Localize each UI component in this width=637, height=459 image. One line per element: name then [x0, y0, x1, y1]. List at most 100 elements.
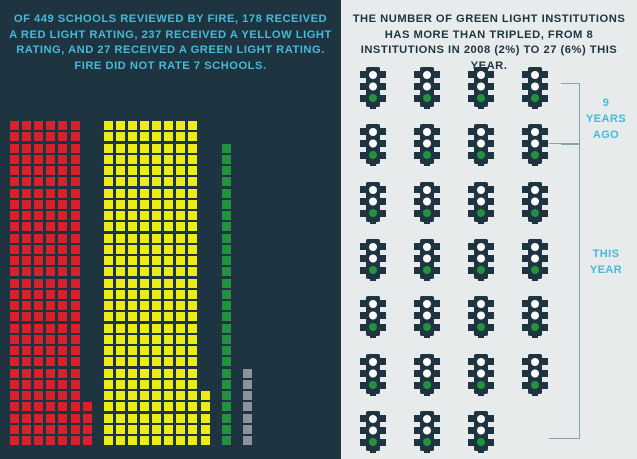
waffle-square-red: [22, 121, 32, 130]
waffle-square-yellow: [188, 211, 198, 220]
waffle-square-yellow: [103, 301, 113, 310]
waffle-square-red: [46, 267, 56, 277]
waffle-square-red: [58, 121, 68, 130]
traffic-light-icon: [360, 296, 386, 339]
waffle-square-yellow: [127, 222, 137, 232]
waffle-square-yellow: [188, 402, 198, 412]
waffle-square-yellow: [127, 289, 137, 299]
waffle-square-yellow: [140, 402, 149, 412]
waffle-square-red: [46, 357, 56, 367]
waffle-square-green: [221, 368, 231, 378]
this-year-label: THIS YEAR: [589, 248, 623, 276]
waffle-square-yellow: [164, 211, 174, 220]
waffle-square-red: [46, 166, 56, 175]
waffle-square-yellow: [176, 301, 186, 310]
waffle-square-yellow: [140, 278, 149, 288]
waffle-square-red: [22, 436, 32, 445]
waffle-square-red: [34, 121, 44, 130]
traffic-light-icon: [522, 296, 548, 339]
waffle-square-red: [46, 256, 56, 265]
waffle-square-red: [22, 323, 32, 333]
waffle-square-red: [10, 211, 19, 220]
waffle-square-red: [58, 436, 68, 445]
pictogram-caption: THE NUMBER OF GREEN LIGHT INSTITUTIONS H…: [352, 13, 626, 72]
waffle-square-yellow: [188, 188, 198, 198]
waffle-square-yellow: [103, 312, 113, 322]
waffle-square-yellow: [176, 436, 186, 445]
waffle-square-red: [58, 312, 68, 322]
nine-years-ago-number: 9: [602, 97, 610, 109]
waffle-square-red: [34, 154, 44, 164]
waffle-square-yellow: [103, 154, 113, 164]
waffle-square-not_rated: [242, 424, 252, 434]
waffle-square-red: [70, 391, 80, 400]
waffle-square-green: [221, 244, 231, 254]
waffle-square-green: [221, 143, 231, 153]
waffle-square-red: [10, 199, 19, 209]
waffle-square-red: [70, 402, 80, 412]
waffle-square-red: [34, 244, 44, 254]
traffic-light-icon: [360, 181, 386, 224]
waffle-square-yellow: [127, 424, 137, 434]
waffle-square-yellow: [188, 323, 198, 333]
waffle-square-yellow: [127, 121, 137, 130]
waffle-square-red: [10, 379, 19, 389]
traffic-light-icon: [414, 296, 440, 339]
waffle-square-green: [221, 357, 231, 367]
waffle-square-yellow: [115, 357, 125, 367]
waffle-square-yellow: [140, 391, 149, 400]
waffle-square-red: [22, 154, 32, 164]
waffle-square-yellow: [115, 188, 125, 198]
waffle-square-green: [221, 424, 231, 434]
waffle-square-yellow: [176, 143, 186, 153]
waffle-square-yellow: [200, 436, 210, 445]
waffle-square-red: [46, 132, 56, 142]
waffle-square-yellow: [103, 244, 113, 254]
waffle-square-yellow: [200, 391, 210, 400]
waffle-square-yellow: [140, 256, 149, 265]
waffle-square-yellow: [164, 278, 174, 288]
waffle-square-red: [58, 256, 68, 265]
waffle-square-yellow: [152, 413, 162, 423]
waffle-square-yellow: [140, 121, 149, 130]
traffic-light-icon: [468, 410, 494, 453]
waffle-square-red: [22, 244, 32, 254]
waffle-square-yellow: [127, 211, 137, 220]
waffle-square-red: [10, 413, 19, 423]
waffle-square-green: [221, 334, 231, 344]
traffic-light-icon: [414, 238, 440, 281]
waffle-square-yellow: [164, 233, 174, 243]
waffle-square-yellow: [188, 177, 198, 187]
waffle-square-yellow: [140, 177, 149, 187]
waffle-square-yellow: [152, 222, 162, 232]
waffle-square-yellow: [176, 413, 186, 423]
waffle-square-red: [82, 413, 92, 423]
traffic-light-icon: [522, 124, 548, 167]
waffle-square-red: [46, 312, 56, 322]
waffle-square-yellow: [164, 391, 174, 400]
waffle-square-yellow: [140, 289, 149, 299]
waffle-square-yellow: [127, 357, 137, 367]
waffle-square-green: [221, 379, 231, 389]
waffle-square-yellow: [164, 334, 174, 344]
waffle-square-red: [34, 424, 44, 434]
waffle-square-red: [58, 143, 68, 153]
waffle-square-yellow: [103, 413, 113, 423]
waffle-square-yellow: [188, 379, 198, 389]
waffle-square-red: [70, 143, 80, 153]
waffle-square-red: [34, 289, 44, 299]
waffle-square-yellow: [103, 267, 113, 277]
waffle-square-yellow: [115, 413, 125, 423]
waffle-square-yellow: [127, 379, 137, 389]
waffle-square-yellow: [103, 436, 113, 445]
waffle-square-not_rated: [242, 391, 252, 400]
waffle-square-yellow: [103, 323, 113, 333]
waffle-square-yellow: [188, 121, 198, 130]
waffle-square-yellow: [176, 357, 186, 367]
waffle-square-yellow: [140, 233, 149, 243]
waffle-square-yellow: [115, 132, 125, 142]
waffle-square-red: [58, 402, 68, 412]
waffle-square-green: [221, 301, 231, 310]
waffle-square-yellow: [188, 154, 198, 164]
waffle-square-yellow: [188, 166, 198, 175]
